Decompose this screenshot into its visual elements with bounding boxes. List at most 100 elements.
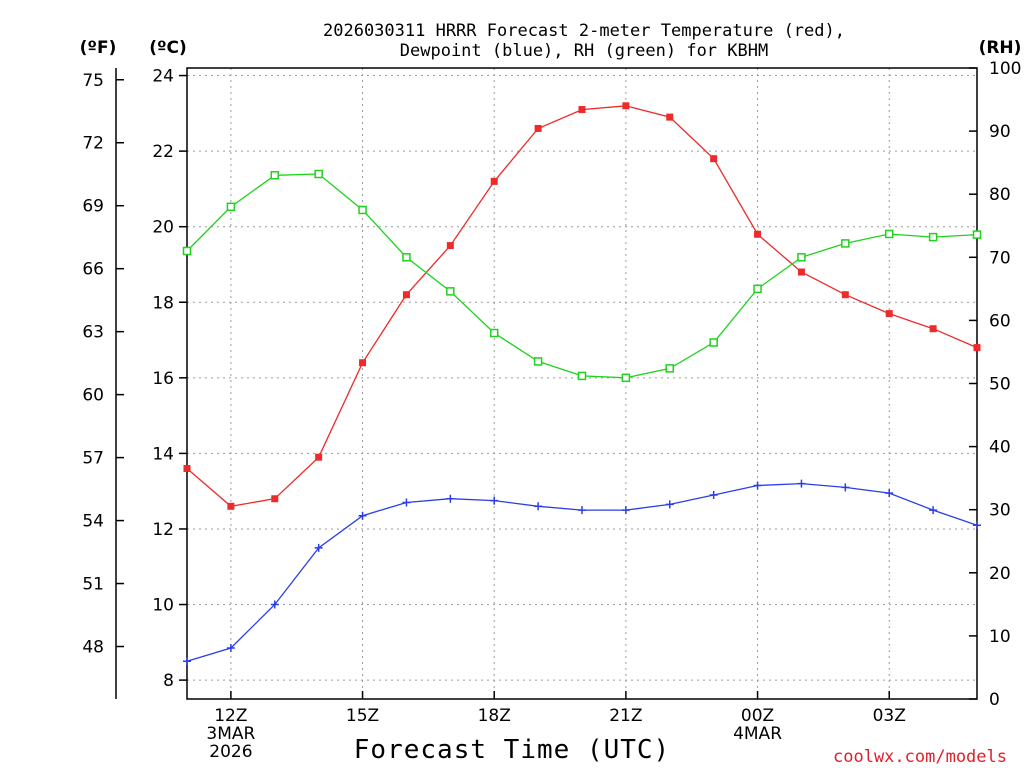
chart-title-line-1: 2026030311 HRRR Forecast 2-meter Tempera… — [323, 21, 845, 41]
rh-point — [226, 202, 236, 212]
axis-ticks: 8 10 12 14 16 18 20 22 24 48 51 54 57 60 63 66 69 72 75 0 10… — [82, 59, 1021, 762]
rh-point — [358, 205, 367, 215]
rh-point — [446, 287, 455, 296]
dewpoint-point — [929, 506, 938, 515]
rh-tick-label: 60 — [989, 311, 1011, 331]
fahrenheit-tick-label: 51 — [82, 575, 104, 595]
x-tick-label: 00Z — [741, 706, 774, 726]
fahrenheit-tick-label: 75 — [82, 71, 104, 91]
temperature-point — [929, 325, 937, 333]
source-credit: coolwx.com/models — [833, 747, 1007, 767]
x-axis-title: Forecast Time (UTC) — [354, 735, 670, 765]
plot-frame — [186, 67, 978, 700]
dewpoint-point — [314, 543, 323, 552]
temperature-point — [710, 155, 718, 163]
rh-point — [533, 357, 543, 366]
temperature-point — [578, 106, 586, 114]
chart-title-line-2: Dewpoint (blue), RH (green) for KBHM — [400, 41, 768, 61]
dewpoint-point — [797, 479, 806, 488]
x-tick-label: 12Z — [214, 706, 247, 726]
dewpoint-point — [183, 657, 191, 666]
dewpoint-point — [621, 506, 630, 515]
x-tick-label: 18Z — [478, 706, 511, 726]
rh-tick-label: 80 — [989, 185, 1011, 205]
temperature-point — [446, 242, 454, 250]
temperature-point — [402, 291, 410, 299]
fahrenheit-tick-label: 57 — [82, 449, 104, 469]
dewpoint-point — [578, 506, 586, 515]
rh-tick-label: 20 — [989, 564, 1011, 584]
grid-lines — [187, 68, 977, 699]
celsius-tick-label: 10 — [152, 596, 174, 616]
fahrenheit-tick-label: 66 — [82, 260, 104, 280]
celsius-tick-label: 8 — [163, 671, 174, 691]
fahrenheit-axis-unit: (ºF) — [80, 38, 117, 58]
dewpoint-point — [753, 481, 762, 490]
temperature-point — [622, 102, 630, 110]
x-tick-label: 21Z — [609, 706, 642, 726]
fahrenheit-tick-label: 63 — [82, 323, 104, 343]
dewpoint-point — [885, 489, 894, 498]
fahrenheit-tick-label: 72 — [82, 134, 104, 154]
fahrenheit-tick-label: 69 — [82, 197, 104, 217]
rh-point — [841, 239, 850, 248]
dewpoint-point — [534, 502, 543, 511]
temperature-point — [490, 177, 498, 185]
rh-point — [884, 229, 894, 239]
rh-point — [972, 230, 982, 239]
x-tick-label: 4MAR — [733, 724, 782, 744]
temperature-point — [885, 310, 893, 318]
temperature-line — [186, 105, 978, 507]
rh-point — [621, 373, 631, 383]
temperature-point — [973, 344, 981, 352]
dewpoint-point — [490, 496, 499, 505]
dewpoint-point — [402, 498, 411, 507]
temperature-point — [841, 291, 849, 299]
rh-point — [665, 364, 675, 373]
x-tick-label: 3MAR — [206, 724, 255, 744]
rh-point — [182, 246, 192, 256]
celsius-tick-label: 14 — [152, 444, 174, 464]
dewpoint-point — [226, 643, 235, 652]
dewpoint-point — [270, 600, 279, 609]
x-tick-label: 2026 — [209, 742, 252, 762]
temperature-point — [754, 230, 762, 238]
rh-point — [709, 338, 718, 347]
rh-point — [928, 232, 938, 242]
temperature-point — [797, 268, 805, 276]
rh-tick-label: 0 — [989, 690, 1000, 710]
temperature-point — [534, 124, 542, 132]
rh-axis-unit: (RH) — [979, 38, 1022, 58]
rh-point — [402, 253, 411, 262]
celsius-axis-unit: (ºC) — [149, 38, 187, 58]
rh-tick-label: 50 — [989, 375, 1011, 395]
rh-point — [797, 253, 806, 262]
temperature-point — [315, 453, 323, 461]
celsius-tick-label: 16 — [152, 369, 174, 389]
rh-line — [186, 173, 978, 379]
x-tick-label: 15Z — [346, 706, 379, 726]
dewpoint-point — [709, 490, 718, 499]
rh-point — [577, 371, 587, 381]
temperature-point — [183, 465, 191, 473]
temperature-point — [359, 359, 367, 367]
dewpoint-point — [973, 521, 981, 530]
rh-tick-label: 10 — [989, 627, 1011, 647]
dewpoint-point — [665, 500, 674, 509]
rh-point — [314, 169, 323, 179]
celsius-tick-label: 24 — [152, 67, 174, 87]
dewpoint-point — [446, 494, 455, 503]
rh-tick-label: 100 — [989, 59, 1021, 79]
temperature-point — [666, 113, 674, 121]
x-tick-label: 03Z — [873, 706, 906, 726]
rh-tick-label: 70 — [989, 248, 1011, 268]
temperature-point — [271, 495, 279, 503]
temperature-point — [227, 502, 235, 510]
data-series — [182, 102, 982, 666]
fahrenheit-tick-label: 60 — [82, 386, 104, 406]
dewpoint-point — [358, 511, 367, 520]
rh-point — [489, 328, 499, 338]
fahrenheit-tick-label: 54 — [82, 512, 104, 532]
dewpoint-point — [841, 483, 850, 492]
